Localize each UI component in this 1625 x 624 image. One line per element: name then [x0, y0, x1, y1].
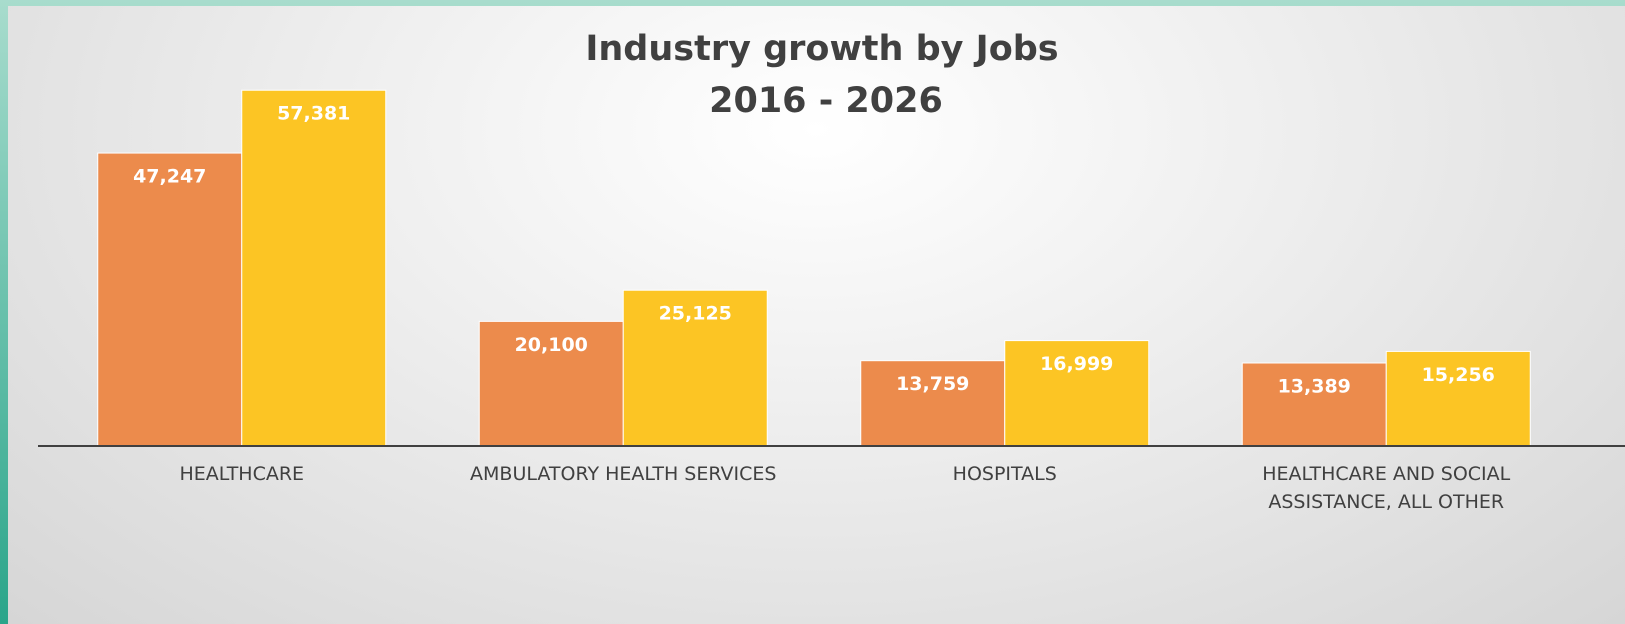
- chart-title: Industry growth by Jobs: [585, 29, 1058, 69]
- x-tick-label: HEALTHCARE: [179, 463, 305, 485]
- chart-title: 2016 - 2026: [709, 81, 943, 121]
- bar: [860, 360, 1006, 447]
- bar: [478, 320, 624, 447]
- bar: [97, 152, 243, 447]
- value-label: 25,125: [659, 303, 732, 325]
- x-tick-label: HOSPITALS: [952, 463, 1057, 485]
- value-label: 57,381: [277, 103, 350, 125]
- value-label: 20,100: [515, 334, 588, 356]
- value-label: 15,256: [1422, 364, 1495, 386]
- value-label: 47,247: [133, 166, 206, 188]
- bar: [241, 89, 387, 447]
- bar: [1004, 340, 1150, 447]
- value-label: 16,999: [1040, 353, 1113, 375]
- x-tick-label: HEALTHCARE AND SOCIAL ASSISTANCE, ALL OT…: [1262, 463, 1511, 513]
- x-tick-label: AMBULATORY HEALTH SERVICES: [470, 463, 777, 485]
- value-label: 13,389: [1278, 375, 1351, 397]
- bar: [622, 289, 768, 447]
- value-label: 13,759: [896, 373, 969, 395]
